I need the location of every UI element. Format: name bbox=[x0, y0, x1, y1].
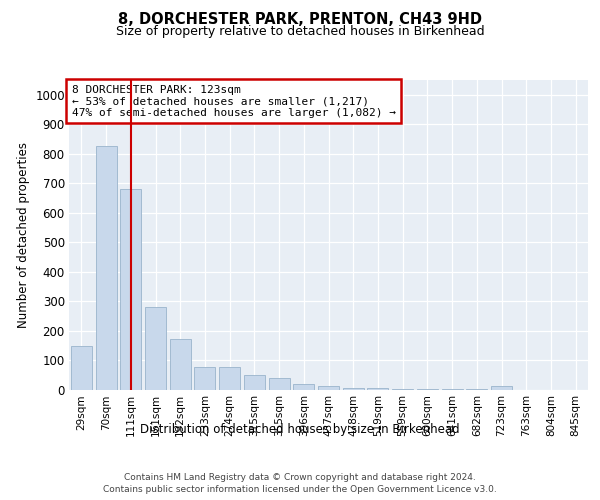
Bar bbox=[293, 384, 314, 390]
Bar bbox=[442, 388, 463, 390]
Text: Contains HM Land Registry data © Crown copyright and database right 2024.: Contains HM Land Registry data © Crown c… bbox=[124, 472, 476, 482]
Bar bbox=[417, 388, 438, 390]
Bar bbox=[145, 308, 166, 390]
Text: 8 DORCHESTER PARK: 123sqm
← 53% of detached houses are smaller (1,217)
47% of se: 8 DORCHESTER PARK: 123sqm ← 53% of detac… bbox=[71, 84, 395, 118]
Bar bbox=[95, 146, 116, 390]
Bar bbox=[244, 374, 265, 390]
Text: 8, DORCHESTER PARK, PRENTON, CH43 9HD: 8, DORCHESTER PARK, PRENTON, CH43 9HD bbox=[118, 12, 482, 28]
Bar bbox=[491, 386, 512, 390]
Bar bbox=[71, 346, 92, 390]
Bar bbox=[318, 386, 339, 390]
Bar bbox=[392, 388, 413, 390]
Text: Contains public sector information licensed under the Open Government Licence v3: Contains public sector information licen… bbox=[103, 485, 497, 494]
Bar bbox=[170, 339, 191, 390]
Bar bbox=[194, 367, 215, 390]
Bar bbox=[219, 367, 240, 390]
Bar bbox=[343, 388, 364, 390]
Bar bbox=[466, 388, 487, 390]
Text: Distribution of detached houses by size in Birkenhead: Distribution of detached houses by size … bbox=[140, 422, 460, 436]
Bar bbox=[367, 388, 388, 390]
Bar bbox=[120, 189, 141, 390]
Text: Size of property relative to detached houses in Birkenhead: Size of property relative to detached ho… bbox=[116, 25, 484, 38]
Bar bbox=[269, 378, 290, 390]
Y-axis label: Number of detached properties: Number of detached properties bbox=[17, 142, 29, 328]
